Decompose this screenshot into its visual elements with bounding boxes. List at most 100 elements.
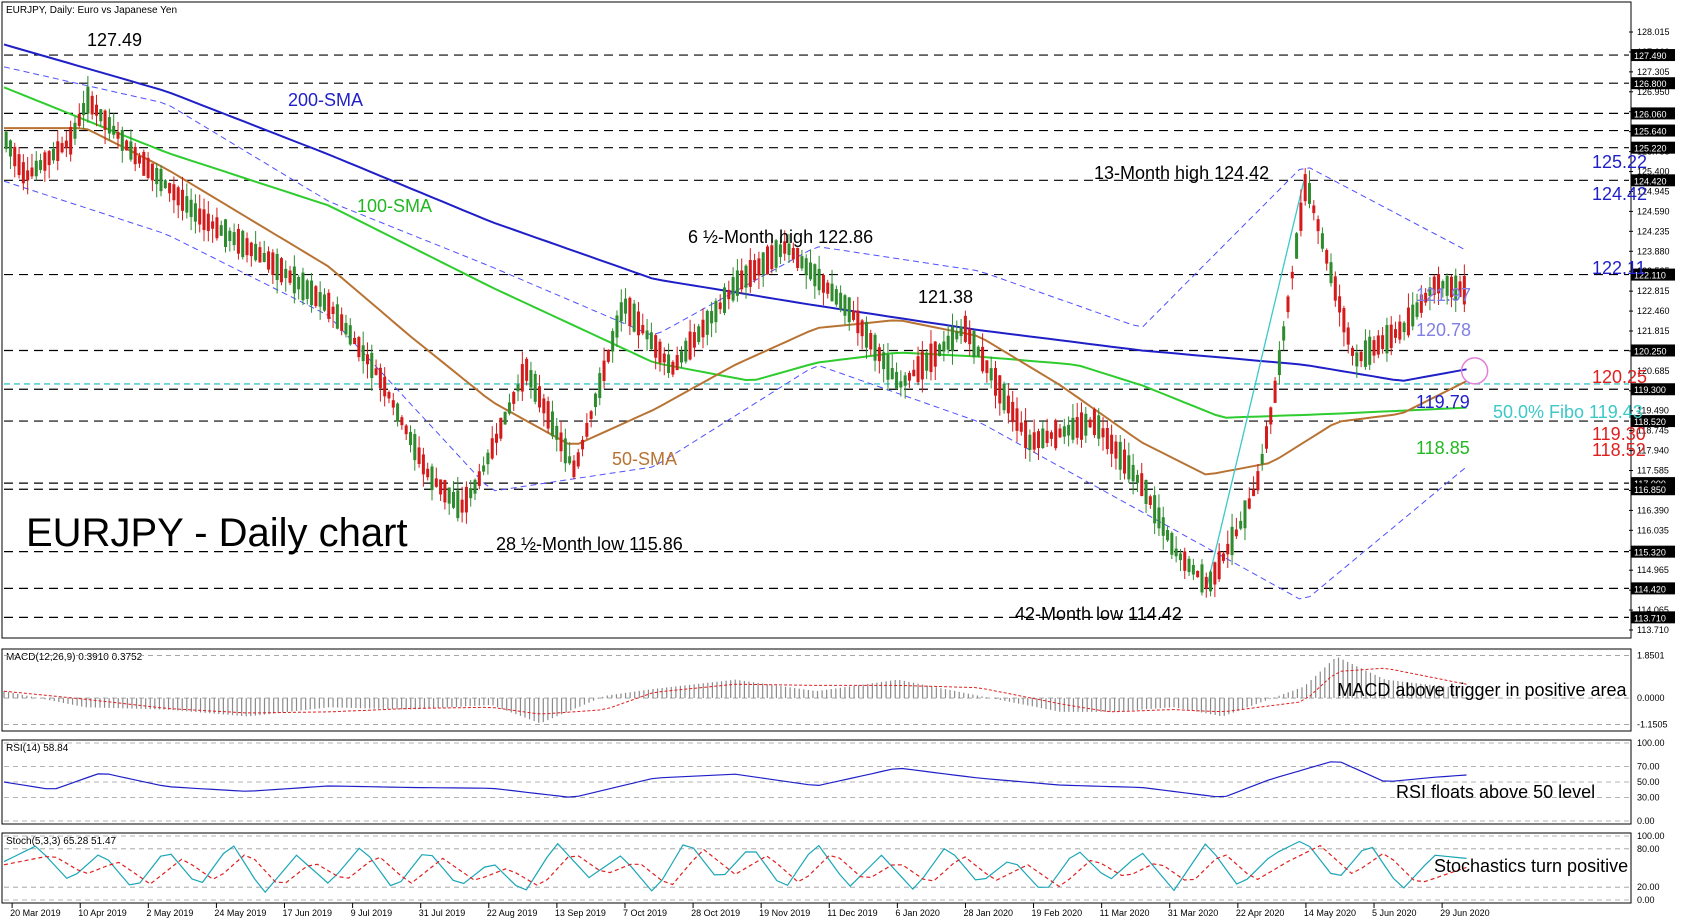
candle-body-103 — [447, 487, 451, 504]
candle-body-183 — [791, 247, 795, 260]
candle-body-30 — [133, 146, 137, 165]
candle-body-76 — [331, 306, 335, 314]
candle-body-91 — [396, 403, 400, 422]
candle-body-168 — [727, 289, 731, 300]
candle-body-110 — [477, 471, 481, 486]
candle-body-109 — [473, 479, 477, 494]
level-tag-5 — [1631, 174, 1675, 187]
rsi-ytick-label-3: 30.00 — [1637, 793, 1660, 803]
candle-body-3 — [17, 154, 21, 176]
candle-body-2 — [13, 146, 17, 167]
candle-body-24 — [107, 117, 111, 134]
candle-body-19 — [86, 86, 90, 114]
candle-body-50 — [219, 225, 223, 236]
price-ytick-label-7: 125.400 — [1637, 167, 1670, 177]
candle-body-85 — [370, 352, 374, 379]
candle-body-60 — [262, 252, 266, 262]
candle-body-317 — [1368, 336, 1372, 365]
candle-body-243 — [1049, 432, 1053, 439]
x-tick-label-14: 28 Jan 2020 — [963, 908, 1013, 918]
candle-body-13 — [60, 143, 64, 153]
price-ytick-label-27: 114.965 — [1637, 565, 1669, 575]
candle-body-310 — [1338, 296, 1342, 313]
x-tick-label-20: 5 Jun 2020 — [1372, 908, 1417, 918]
candle-body-337 — [1454, 275, 1458, 301]
candle-body-266 — [1148, 496, 1152, 505]
candle-body-313 — [1351, 347, 1355, 356]
candle-body-201 — [869, 333, 873, 350]
candle-body-210 — [907, 372, 911, 381]
macd-ytick-label-2: -1.1505 — [1637, 720, 1668, 730]
candle-body-77 — [335, 304, 339, 329]
candle-body-330 — [1424, 292, 1428, 303]
candle-body-299 — [1290, 271, 1294, 279]
candle-body-235 — [1015, 408, 1019, 431]
candle-body-160 — [692, 332, 696, 348]
candle-body-258 — [1114, 441, 1118, 459]
candle-body-192 — [830, 283, 834, 302]
candle-body-248 — [1071, 417, 1075, 440]
price-ytick-label-10: 124.235 — [1637, 226, 1670, 236]
candle-body-191 — [826, 282, 830, 294]
candle-body-240 — [1036, 431, 1041, 449]
candle-body-213 — [920, 351, 924, 380]
candle-body-157 — [679, 351, 683, 363]
candle-body-25 — [112, 125, 116, 135]
candle-body-260 — [1123, 449, 1127, 474]
candle-body-253 — [1092, 409, 1096, 435]
candle-body-80 — [348, 325, 352, 345]
candle-body-62 — [271, 252, 275, 275]
candle-body-296 — [1277, 350, 1281, 376]
candle-body-228 — [985, 360, 989, 374]
candle-body-143 — [619, 302, 623, 322]
candle-body-211 — [912, 369, 916, 377]
annotation-fibo: 50.0% Fibo 119.43 — [1493, 402, 1643, 422]
level-tag-text-4: 125.220 — [1634, 144, 1667, 154]
candle-body-67 — [292, 266, 296, 294]
candle-body-277 — [1196, 570, 1200, 578]
candle-body-292 — [1260, 453, 1264, 465]
annotation-28-month-low: 28 ½-Month low 115.86 — [496, 534, 683, 554]
candle-body-55 — [241, 230, 245, 258]
x-tick-label-12: 11 Dec 2019 — [827, 908, 877, 918]
candle-body-22 — [99, 109, 103, 122]
x-tick-label-13: 6 Jan 2020 — [895, 908, 940, 918]
candle-body-38 — [168, 183, 172, 194]
candle-body-189 — [817, 268, 821, 291]
candle-body-212 — [916, 356, 920, 383]
annotation-119-79: 119.79 — [1416, 392, 1470, 412]
candle-body-250 — [1080, 412, 1084, 440]
candle-body-274 — [1183, 551, 1187, 571]
price-ytick-label-0: 128.015 — [1637, 27, 1670, 37]
candle-body-42 — [185, 196, 189, 213]
candle-body-71 — [310, 280, 314, 306]
candle-body-47 — [206, 213, 210, 232]
candle-body-214 — [925, 352, 929, 371]
candle-body-289 — [1247, 498, 1251, 509]
candle-body-301 — [1299, 202, 1303, 231]
level-tag-14 — [1631, 611, 1675, 624]
candle-body-14 — [64, 140, 68, 148]
candle-body-167 — [722, 287, 727, 313]
price-ytick-label-29: 114.065 — [1637, 605, 1669, 615]
candle-body-178 — [770, 245, 774, 270]
candle-body-134 — [581, 439, 585, 450]
x-tick-label-7: 22 Aug 2019 — [487, 908, 538, 918]
candle-body-309 — [1333, 276, 1337, 301]
candle-body-105 — [456, 490, 460, 519]
candle-body-231 — [998, 375, 1002, 404]
candle-body-244 — [1054, 420, 1058, 449]
candle-body-247 — [1067, 424, 1071, 436]
candle-body-106 — [460, 499, 464, 513]
candle-body-8 — [39, 160, 43, 170]
candle-body-184 — [796, 247, 800, 268]
candle-body-207 — [895, 371, 899, 389]
candle-body-283 — [1221, 553, 1225, 561]
candle-body-281 — [1213, 562, 1217, 585]
candle-body-56 — [245, 238, 249, 256]
candle-body-136 — [589, 411, 593, 419]
candle-body-286 — [1234, 529, 1238, 537]
candle-body-68 — [297, 276, 301, 290]
candle-body-255 — [1101, 428, 1105, 438]
candle-body-185 — [800, 256, 804, 269]
